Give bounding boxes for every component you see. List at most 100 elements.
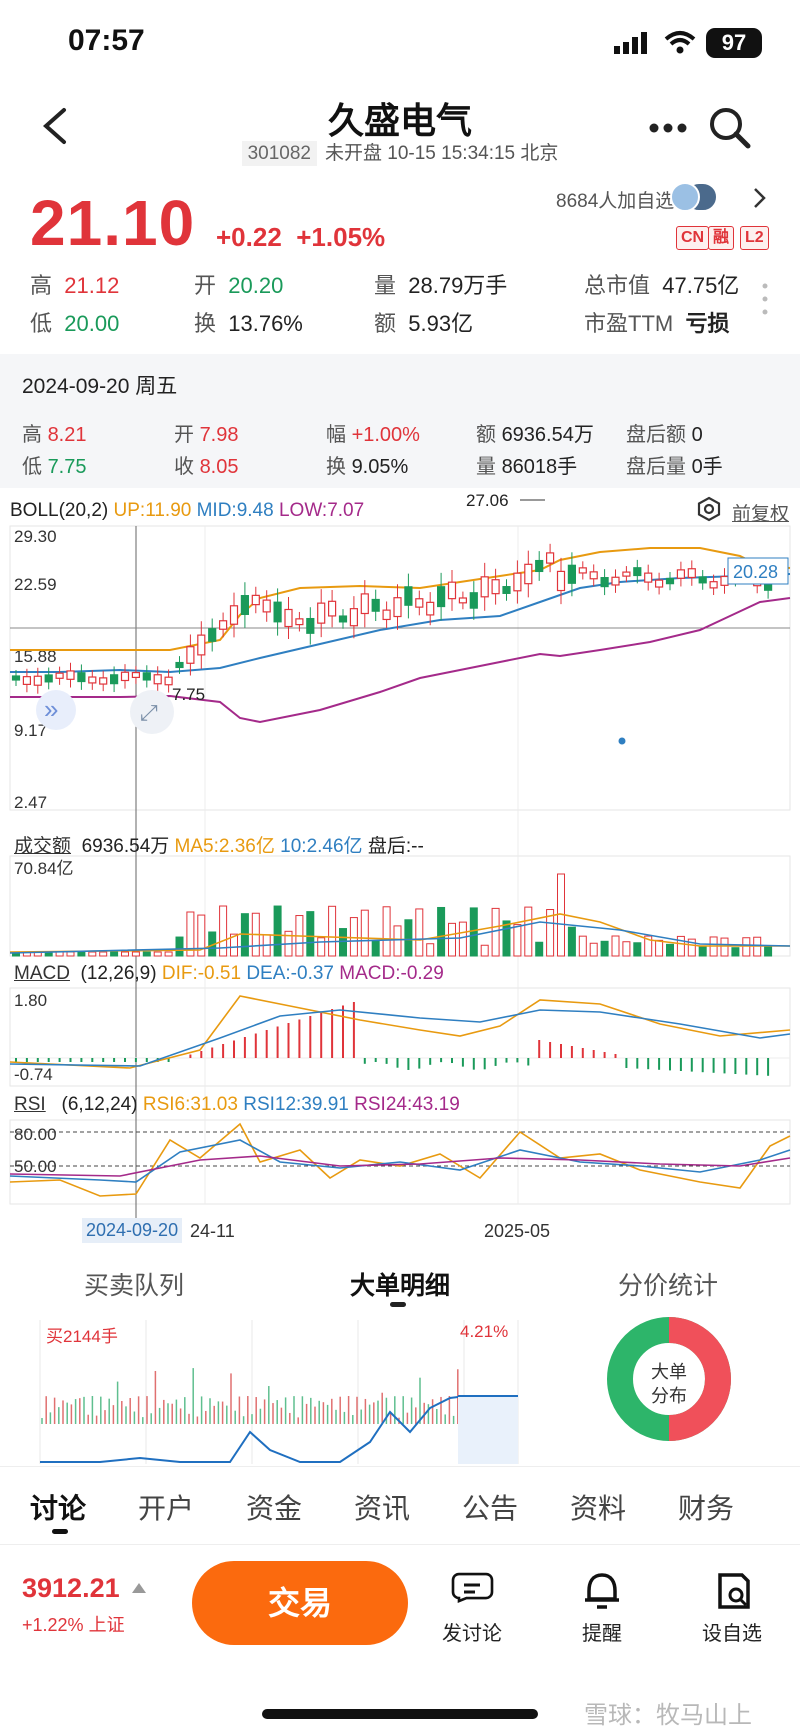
- index-value[interactable]: 3912.21: [22, 1573, 120, 1603]
- trade-button[interactable]: 交易: [192, 1561, 408, 1645]
- candle-body: [262, 599, 271, 613]
- candle-body: [382, 609, 391, 621]
- x-tick: 2025-05: [484, 1221, 551, 1241]
- candle-body: [535, 559, 544, 573]
- turnover-bar: [99, 951, 108, 957]
- price-change: +0.22 +1.05%: [216, 222, 385, 253]
- turnover-bar: [720, 937, 729, 957]
- x-tick: 24-11: [190, 1221, 235, 1241]
- turnover-bar: [698, 945, 707, 957]
- fullscreen-icon: ⤢: [140, 700, 158, 725]
- macd-dif: DIF:-0.51: [161, 963, 242, 984]
- bell-icon[interactable]: [572, 1571, 632, 1611]
- macd-indicator-name[interactable]: MACD: [14, 963, 70, 984]
- rsi-axis-label: 50.00: [14, 1157, 57, 1176]
- peak-price-label: 27.06: [466, 491, 509, 510]
- stock-name: 久盛电气: [327, 100, 472, 141]
- tag-l2[interactable]: L2: [740, 226, 769, 250]
- index-change: +1.22% 上证: [22, 1615, 125, 1635]
- quote-pe: 市盈TTM 亏损: [584, 311, 730, 336]
- active-tab-indicator: [52, 1529, 68, 1534]
- boll-low-line: [10, 597, 791, 724]
- settings-icon[interactable]: [696, 496, 722, 522]
- tab-price-stats[interactable]: 分价统计: [618, 1272, 719, 1300]
- discuss-label[interactable]: 发讨论: [442, 1623, 502, 1645]
- boll-axis-label: 29.30: [14, 527, 57, 546]
- turnover-bar: [622, 941, 631, 957]
- followers-count[interactable]: 8684人加自选: [556, 191, 675, 212]
- rsi-params: (6,12,24): [61, 1094, 138, 1115]
- quote-volume: 量 28.79万手: [374, 273, 508, 298]
- active-tab-indicator: [390, 1302, 406, 1307]
- rsi-24: RSI24:43.19: [354, 1094, 460, 1115]
- current-price: 21.10: [30, 187, 196, 259]
- turnover-ma10-line: [9, 921, 791, 954]
- turnover-bar: [731, 947, 740, 957]
- candle-body: [109, 674, 119, 685]
- large-order-donut[interactable]: [606, 1316, 732, 1442]
- candle-body: [273, 601, 282, 623]
- more-vertical-icon[interactable]: [760, 282, 770, 316]
- boll-name: BOLL(20,2): [10, 500, 109, 521]
- candle-body: [208, 628, 217, 642]
- tab-profile[interactable]: 资料: [570, 1493, 627, 1524]
- selected-day-panel: 2024-09-20 周五 高 8.21 开 7.98 幅 +1.00% 额 6…: [0, 354, 800, 488]
- low-price-label: 7.75: [172, 685, 205, 704]
- donut-label: 大单 分布: [651, 1362, 687, 1406]
- candle-body: [77, 672, 86, 683]
- candle-body: [229, 605, 239, 625]
- turnover-bar: [415, 908, 424, 957]
- turnover-bar: [589, 942, 598, 957]
- turnover-bar: [393, 925, 402, 957]
- day-after-amount: 盘后额 0: [626, 424, 703, 446]
- adjust-toggle[interactable]: 前复权: [732, 504, 790, 525]
- candle-body: [284, 608, 293, 628]
- macd-dea-line: [9, 1009, 791, 1067]
- candle-body: [415, 598, 424, 608]
- candle-body: [524, 563, 533, 585]
- turnover-indicator-name[interactable]: 成交额: [14, 836, 72, 857]
- tab-order-queue[interactable]: 买卖队列: [84, 1272, 185, 1300]
- candle-body: [99, 677, 108, 685]
- back-icon[interactable]: [40, 106, 70, 146]
- tab-announcements[interactable]: 公告: [462, 1493, 519, 1524]
- chevron-right-icon[interactable]: [752, 186, 768, 210]
- turnover-bar: [382, 906, 391, 957]
- quote-mktcap: 总市值 47.75亿: [584, 273, 740, 298]
- tab-open-account[interactable]: 开户: [138, 1493, 195, 1524]
- fullscreen-button: [130, 690, 174, 734]
- discuss-icon[interactable]: [442, 1571, 502, 1611]
- turnover-bar: [219, 905, 228, 957]
- turnover-bar: [153, 951, 162, 957]
- turnover-bar: [535, 941, 544, 957]
- quote-open: 开 20.20: [194, 273, 284, 298]
- remind-label[interactable]: 提醒: [582, 1623, 622, 1645]
- tag-cn[interactable]: CN: [676, 226, 710, 250]
- tab-large-orders[interactable]: 大单明细: [350, 1272, 451, 1300]
- tab-financials[interactable]: 财务: [678, 1493, 735, 1524]
- candle-body: [567, 564, 577, 584]
- tab-funds[interactable]: 资金: [246, 1493, 303, 1524]
- turnover-bar: [404, 919, 413, 957]
- tag-margin[interactable]: 融: [708, 226, 735, 250]
- rsi-indicator-name[interactable]: RSI: [14, 1094, 46, 1115]
- candle-body: [665, 577, 675, 585]
- macd-axis-label: -0.74: [14, 1065, 53, 1084]
- day-date: 2024-09-20 周五: [22, 375, 178, 398]
- tab-news[interactable]: 资讯: [354, 1493, 411, 1524]
- search-icon[interactable]: [708, 106, 752, 150]
- watchlist-label[interactable]: 设自选: [702, 1623, 762, 1645]
- kline-chart[interactable]: 29.30 22.59 15.88 9.17 2.47 27.06 7.75 20.28 » ⤢ 7…: [0, 490, 800, 1230]
- candle-body: [349, 608, 358, 627]
- tab-discussion[interactable]: 讨论: [30, 1493, 87, 1524]
- turnover-bar: [491, 907, 500, 957]
- add-watchlist-icon[interactable]: [702, 1571, 762, 1611]
- price-line: [40, 1395, 467, 1463]
- more-icon[interactable]: [648, 122, 688, 134]
- turnover-bar: [448, 922, 456, 957]
- rsi-6: RSI6:31.03: [142, 1094, 238, 1115]
- candle-body: [153, 674, 162, 685]
- boll-up: UP:11.90: [113, 500, 192, 521]
- avatar[interactable]: [670, 182, 700, 212]
- candle-body: [437, 586, 446, 608]
